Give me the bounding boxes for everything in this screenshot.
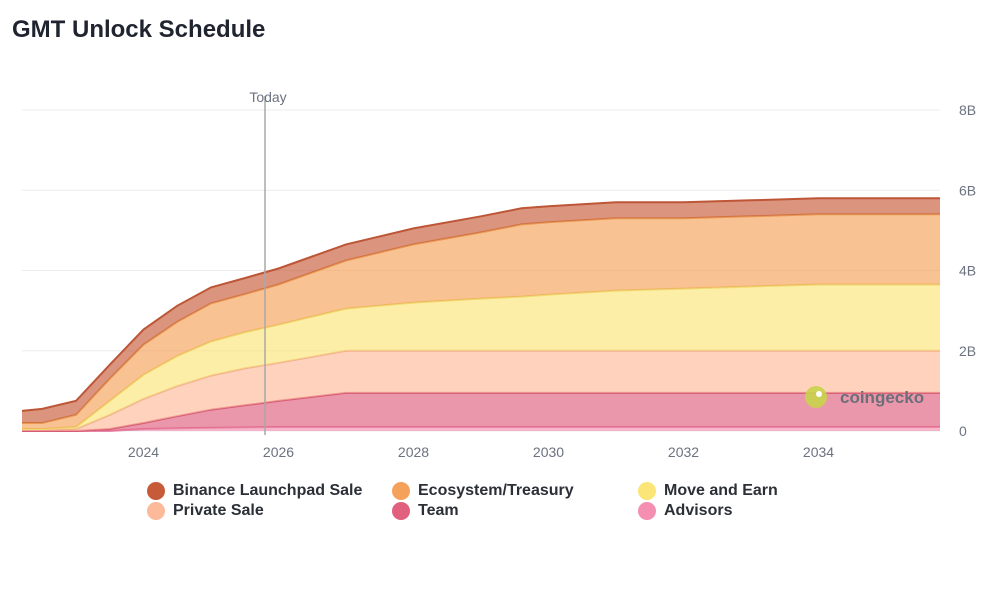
chart-legend: Binance Launchpad Sale Ecosystem/Treasury… [0, 482, 1000, 532]
y-tick-8B: 8B [959, 102, 976, 118]
coingecko-logo-icon [805, 386, 827, 408]
y-tick-0: 0 [959, 423, 967, 439]
legend-item-advisors[interactable]: Advisors [638, 502, 732, 520]
x-tick-2026: 2026 [263, 444, 294, 460]
legend-item-ecosystem-treasury[interactable]: Ecosystem/Treasury [392, 482, 574, 500]
legend-swatch-ecosystem-treasury [392, 482, 410, 500]
legend-label-private-sale: Private Sale [173, 502, 264, 519]
x-tick-2030: 2030 [533, 444, 564, 460]
x-tick-2028: 2028 [398, 444, 429, 460]
legend-swatch-private-sale [147, 502, 165, 520]
coingecko-watermark-text: coingecko [840, 388, 924, 407]
y-tick-2B: 2B [959, 343, 976, 359]
area-move-and-earn [22, 284, 940, 429]
legend-label-team: Team [418, 502, 459, 519]
legend-label-move-and-earn: Move and Earn [664, 482, 778, 499]
area-ecosystem-treasury [22, 214, 940, 429]
legend-swatch-team [392, 502, 410, 520]
line-binance-launchpad-sale [21, 197, 940, 412]
today-marker: Today [249, 89, 287, 435]
x-tick-2032: 2032 [668, 444, 699, 460]
legend-item-binance-launchpad-sale[interactable]: Binance Launchpad Sale [147, 482, 362, 500]
x-tick-2024: 2024 [128, 444, 159, 460]
area-series [21, 197, 940, 432]
coingecko-watermark: coingecko [805, 386, 924, 408]
y-tick-4B: 4B [959, 263, 976, 279]
legend-swatch-advisors [638, 502, 656, 520]
legend-label-advisors: Advisors [664, 502, 733, 519]
today-label: Today [249, 89, 286, 105]
legend-label-ecosystem-treasury: Ecosystem/Treasury [418, 482, 574, 499]
legend-item-private-sale[interactable]: Private Sale [147, 502, 264, 520]
coingecko-logo-eye-icon [816, 391, 822, 397]
area-team [22, 392, 940, 431]
legend-item-team[interactable]: Team [392, 502, 459, 520]
y-axis-ticks: 0 2B 4B 6B 8B [959, 102, 976, 439]
x-tick-2034: 2034 [803, 444, 834, 460]
area-private-sale [22, 350, 940, 431]
legend-swatch-move-and-earn [638, 482, 656, 500]
x-axis-ticks: 2024 2026 2028 2030 2032 2034 [128, 444, 834, 460]
chart-title: GMT Unlock Schedule [12, 16, 266, 43]
legend-label-binance-launchpad-sale: Binance Launchpad Sale [173, 482, 363, 499]
y-tick-6B: 6B [959, 182, 976, 198]
legend-item-move-and-earn[interactable]: Move and Earn [638, 482, 778, 500]
legend-swatch-binance-launchpad-sale [147, 482, 165, 500]
